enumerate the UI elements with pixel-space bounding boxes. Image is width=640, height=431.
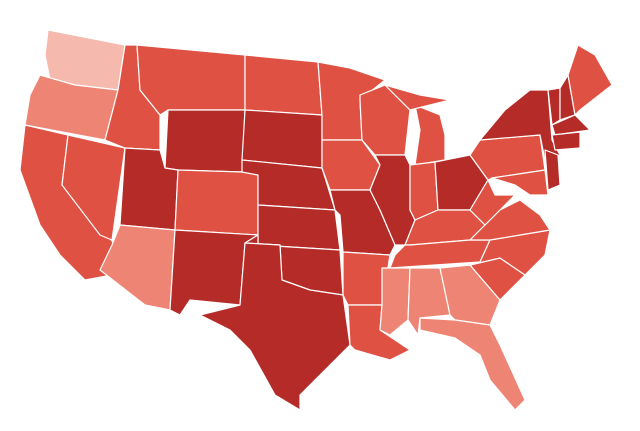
state xyxy=(379,267,411,336)
state xyxy=(551,114,591,136)
state xyxy=(164,109,246,173)
state xyxy=(61,134,126,241)
state xyxy=(384,84,451,111)
state xyxy=(567,44,613,116)
state xyxy=(241,109,323,169)
state xyxy=(414,104,446,166)
state xyxy=(199,242,351,411)
state xyxy=(257,204,341,251)
state xyxy=(419,317,526,411)
state xyxy=(136,44,246,116)
state xyxy=(491,169,549,196)
state xyxy=(174,169,259,236)
state xyxy=(244,54,323,116)
state xyxy=(479,89,561,161)
state xyxy=(551,131,581,151)
state xyxy=(544,149,561,191)
